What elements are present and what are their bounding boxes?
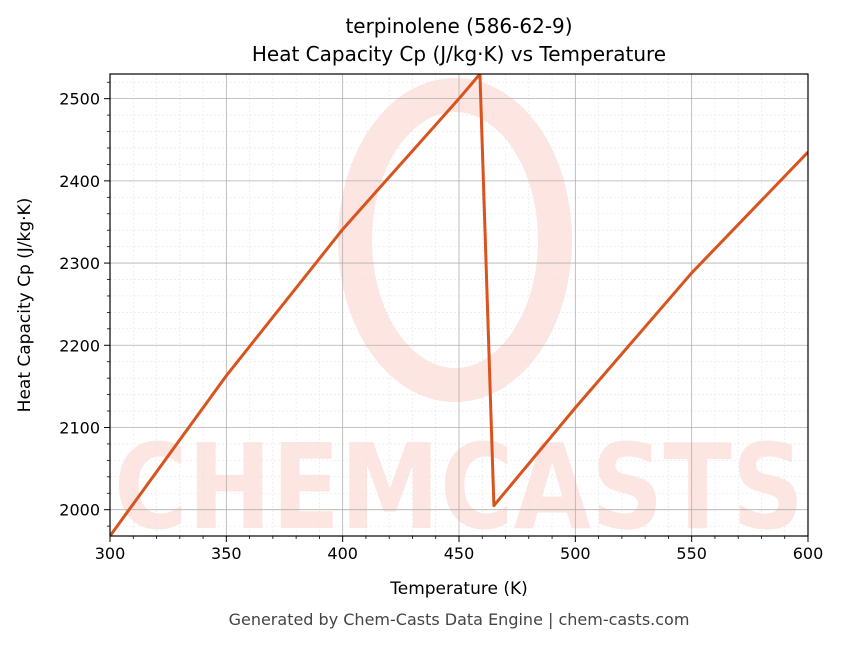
footer: Generated by Chem-Casts Data Engine | ch…: [229, 610, 690, 629]
y-tick-label: 2500: [59, 90, 100, 109]
y-tick-label: 2100: [59, 418, 100, 437]
plot-frame: [109, 73, 809, 537]
y-tick-label: 2400: [59, 172, 100, 191]
y-axis-label: Heat Capacity Cp (J/kg·K): [15, 198, 35, 413]
x-tick-label: 500: [560, 544, 591, 563]
y-tick-label: 2200: [59, 336, 100, 355]
x-tick-label: 550: [676, 544, 707, 563]
chart-title: terpinolene (586-62-9): [345, 14, 572, 38]
x-tick-label: 400: [327, 544, 358, 563]
x-tick-label: 450: [444, 544, 475, 563]
watermark-logo: [338, 78, 572, 402]
data-line: [110, 74, 808, 536]
x-tick-label: 300: [95, 544, 126, 563]
chart-subtitle: Heat Capacity Cp (J/kg·K) vs Temperature: [252, 42, 666, 66]
y-tick-label: 2300: [59, 254, 100, 273]
x-axis-label: Temperature (K): [389, 579, 528, 599]
y-tick-label: 2000: [59, 501, 100, 520]
x-tick-label: 600: [793, 544, 824, 563]
x-tick-label: 350: [211, 544, 242, 563]
